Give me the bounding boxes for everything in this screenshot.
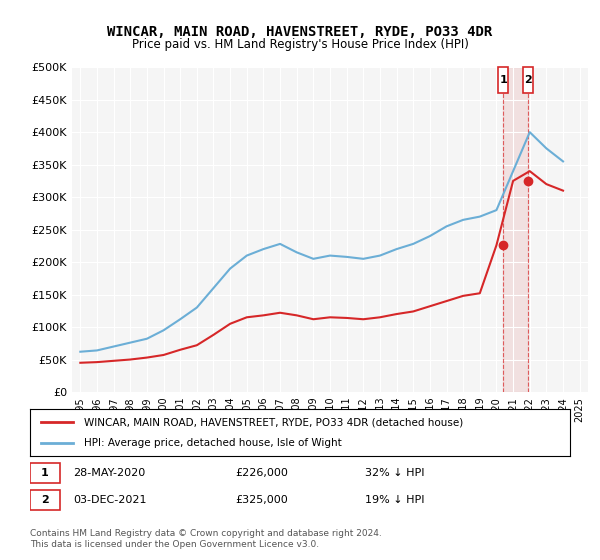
FancyBboxPatch shape bbox=[498, 67, 508, 93]
Text: 28-MAY-2020: 28-MAY-2020 bbox=[73, 468, 145, 478]
Text: WINCAR, MAIN ROAD, HAVENSTREET, RYDE, PO33 4DR: WINCAR, MAIN ROAD, HAVENSTREET, RYDE, PO… bbox=[107, 25, 493, 39]
Text: 19% ↓ HPI: 19% ↓ HPI bbox=[365, 494, 424, 505]
FancyBboxPatch shape bbox=[30, 463, 60, 483]
Text: £226,000: £226,000 bbox=[235, 468, 288, 478]
Text: 03-DEC-2021: 03-DEC-2021 bbox=[73, 494, 146, 505]
Text: 32% ↓ HPI: 32% ↓ HPI bbox=[365, 468, 424, 478]
Text: Price paid vs. HM Land Registry's House Price Index (HPI): Price paid vs. HM Land Registry's House … bbox=[131, 38, 469, 51]
Text: 1: 1 bbox=[41, 468, 49, 478]
Bar bbox=[503, 67, 528, 392]
Text: WINCAR, MAIN ROAD, HAVENSTREET, RYDE, PO33 4DR (detached house): WINCAR, MAIN ROAD, HAVENSTREET, RYDE, PO… bbox=[84, 417, 463, 427]
Text: 1: 1 bbox=[499, 75, 507, 85]
FancyBboxPatch shape bbox=[30, 489, 60, 510]
Text: £325,000: £325,000 bbox=[235, 494, 288, 505]
Text: Contains HM Land Registry data © Crown copyright and database right 2024.
This d: Contains HM Land Registry data © Crown c… bbox=[30, 529, 382, 549]
FancyBboxPatch shape bbox=[523, 67, 533, 93]
Text: HPI: Average price, detached house, Isle of Wight: HPI: Average price, detached house, Isle… bbox=[84, 438, 342, 448]
Text: 2: 2 bbox=[41, 494, 49, 505]
Text: 2: 2 bbox=[524, 75, 532, 85]
